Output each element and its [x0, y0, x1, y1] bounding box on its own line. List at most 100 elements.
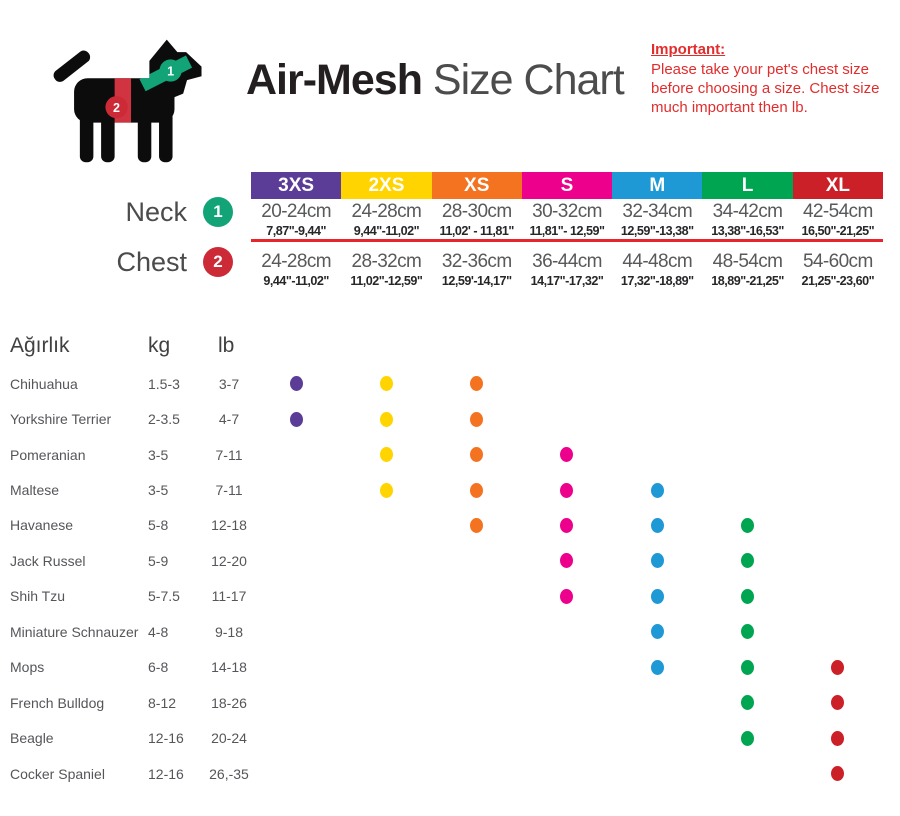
dot-slot-xl [793, 401, 883, 436]
chest-xs-inches: 12,59'-14,17" [441, 274, 512, 288]
dot-slot-s [522, 685, 612, 720]
chest-number-badge: 2 [203, 247, 233, 277]
breed-size-dots [251, 437, 883, 472]
dot-slot-s [522, 756, 612, 791]
dog-silhouette-icon: 1 2 [53, 39, 202, 163]
dot-slot-m [612, 650, 702, 685]
size-dot-m [650, 517, 664, 533]
size-dot-s [560, 482, 574, 498]
neck-xs: 28-30cm 11,02' - 11,81" [432, 201, 522, 238]
breed-lb: 7-11 [215, 482, 243, 499]
dot-slot-2xs [341, 366, 431, 401]
breed-name: Mops [10, 659, 45, 676]
breed-row: Shih Tzu 5-7.5 11-17 [0, 579, 900, 614]
size-header-2xs: 2XS [341, 172, 432, 199]
weight-header-kg: kg [148, 334, 171, 357]
neck-xs-cm: 28-30cm [441, 201, 512, 222]
breed-name: Cocker Spaniel [10, 765, 105, 782]
size-header-l: L [702, 172, 793, 199]
breed-kg: 12-16 [148, 730, 184, 747]
dot-slot-2xs [341, 508, 431, 543]
dot-slot-m [612, 472, 702, 507]
size-dot-m [650, 624, 664, 640]
breed-row: Beagle 12-16 20-24 [0, 720, 900, 755]
breed-kg: 5-9 [148, 552, 169, 569]
size-dot-2xs [379, 447, 393, 463]
size-dot-xl [831, 730, 845, 746]
dot-slot-3xs [251, 437, 341, 472]
breed-lb: 4-7 [218, 411, 240, 428]
breed-kg: 2-3.5 [148, 411, 180, 428]
breed-lb: 14-18 [211, 659, 247, 676]
breed-lb: 12-20 [211, 552, 247, 569]
dot-slot-s [522, 401, 612, 436]
chest-l: 48-54cm 18,89"-21,25" [702, 251, 792, 288]
neck-xl-inches: 16,50"-21,25" [801, 224, 875, 238]
dot-slot-m [612, 685, 702, 720]
dot-slot-l [702, 614, 792, 649]
dot-slot-s [522, 543, 612, 578]
dot-slot-xs [432, 756, 522, 791]
neck-m-cm: 32-34cm [622, 201, 693, 222]
neck-s-cm: 30-32cm [532, 201, 602, 222]
dot-slot-xl [793, 472, 883, 507]
size-dot-xl [831, 766, 845, 782]
chest-xs: 32-36cm 12,59'-14,17" [432, 251, 522, 288]
breed-size-dots [251, 579, 883, 614]
size-dot-m [650, 482, 664, 498]
dot-slot-3xs [251, 614, 341, 649]
chest-label-group: Chest 2 [0, 247, 233, 277]
size-header-s: S [521, 172, 613, 199]
breed-kg: 1.5-3 [148, 375, 180, 392]
chest-xl-cm: 54-60cm [802, 251, 873, 272]
chest-xl-inches: 21,25"-23,60" [801, 274, 875, 288]
dot-slot-xs [432, 543, 522, 578]
breed-kg: 3-5 [148, 446, 169, 463]
breed-kg: 4-8 [148, 623, 169, 640]
breed-kg: 6-8 [148, 659, 169, 676]
neck-label-group: Neck 1 [0, 197, 233, 227]
breed-size-dots [251, 720, 883, 755]
dot-slot-s [522, 508, 612, 543]
dot-slot-3xs [251, 756, 341, 791]
size-dot-2xs [379, 411, 393, 427]
size-dot-s [560, 588, 574, 604]
breed-name: Miniature Schnauzer [10, 623, 139, 640]
weight-header-breed: Ağırlık [10, 334, 70, 357]
dot-slot-2xs [341, 437, 431, 472]
dot-slot-l [702, 437, 792, 472]
chest-s-inches: 14,17"-17,32" [530, 274, 604, 288]
dot-slot-s [522, 720, 612, 755]
breed-name: Shih Tzu [10, 588, 65, 605]
dot-slot-m [612, 614, 702, 649]
dot-slot-xl [793, 366, 883, 401]
chest-xl: 54-60cm 21,25"-23,60" [793, 251, 883, 288]
dot-slot-xl [793, 579, 883, 614]
dot-slot-2xs [341, 650, 431, 685]
dot-slot-xs [432, 720, 522, 755]
dot-slot-3xs [251, 650, 341, 685]
dog-neck-badge: 1 [167, 64, 174, 78]
breed-kg: 12-16 [148, 765, 184, 782]
dot-slot-xs [432, 650, 522, 685]
important-heading: Important: [651, 41, 726, 58]
breed-size-dots [251, 401, 883, 436]
size-dot-m [650, 659, 664, 675]
dot-slot-xl [793, 720, 883, 755]
breed-row: Havanese 5-8 12-18 [0, 508, 900, 543]
chest-m: 44-48cm 17,32"-18,89" [612, 251, 702, 288]
size-header-xs: XS [431, 172, 522, 199]
size-dot-xl [831, 659, 845, 675]
breed-name: Jack Russel [10, 552, 86, 569]
chest-m-cm: 44-48cm [622, 251, 693, 272]
page-title-brand: Air-Mesh [246, 56, 423, 104]
neck-xl-cm: 42-54cm [802, 201, 873, 222]
dot-slot-s [522, 437, 612, 472]
breed-row: Mops 6-8 14-18 [0, 650, 900, 685]
neck-m-inches: 12,59"-13,38" [620, 224, 694, 238]
neck-xl: 42-54cm 16,50"-21,25" [793, 201, 883, 238]
dot-slot-l [702, 756, 792, 791]
dot-slot-l [702, 579, 792, 614]
dot-slot-s [522, 614, 612, 649]
neck-2xs-cm: 24-28cm [351, 201, 422, 222]
